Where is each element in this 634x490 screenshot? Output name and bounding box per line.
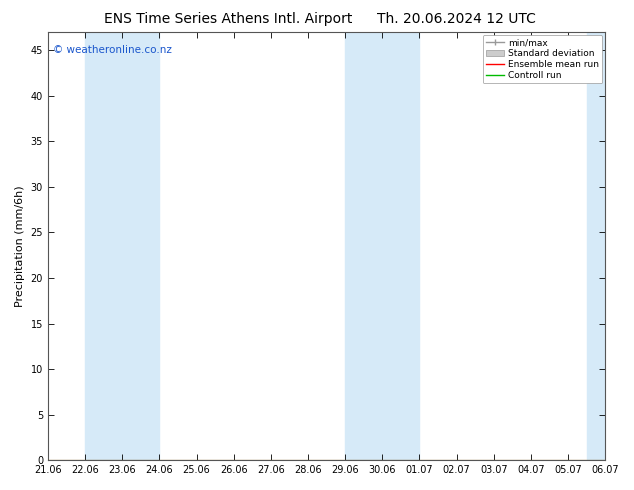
Text: ENS Time Series Athens Intl. Airport: ENS Time Series Athens Intl. Airport [104,12,353,26]
Bar [586,32,605,460]
Bar [85,32,159,460]
Y-axis label: Precipitation (mm/6h): Precipitation (mm/6h) [15,185,25,307]
Text: © weatheronline.co.nz: © weatheronline.co.nz [53,45,172,55]
Bar [345,32,420,460]
Legend: min/max, Standard deviation, Ensemble mean run, Controll run: min/max, Standard deviation, Ensemble me… [482,35,602,83]
Text: Th. 20.06.2024 12 UTC: Th. 20.06.2024 12 UTC [377,12,536,26]
